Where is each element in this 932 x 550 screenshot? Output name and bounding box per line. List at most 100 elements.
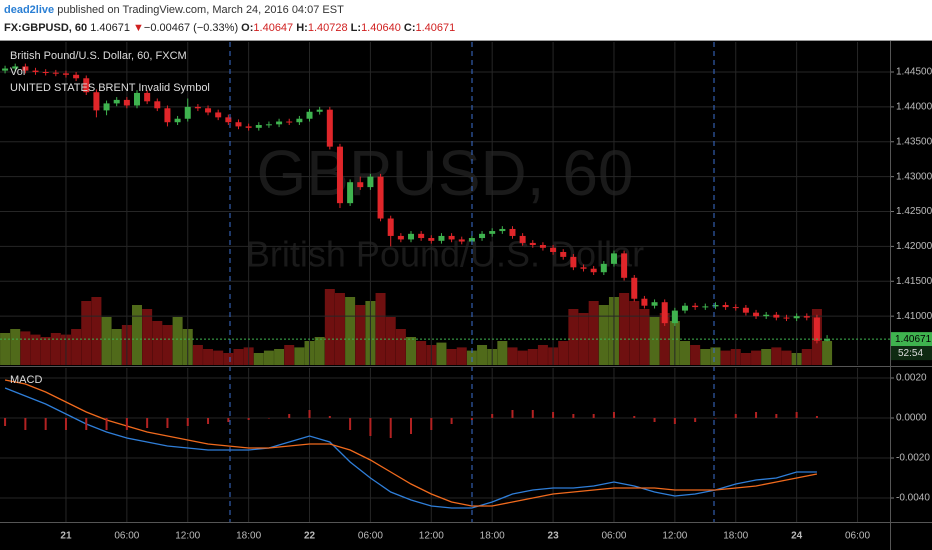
volume-bar [781, 350, 792, 365]
volume-bar [142, 309, 153, 365]
volume-bar [761, 349, 772, 365]
volume-bar [111, 329, 122, 365]
volume-bar [598, 305, 609, 365]
volume-bar [50, 333, 61, 365]
volume-bar [203, 349, 214, 365]
candle-body [397, 235, 404, 240]
volume-bar [568, 309, 579, 365]
macd-histogram [592, 414, 595, 418]
candle-body [682, 305, 689, 311]
candle-body [813, 317, 820, 341]
volume-bar [71, 329, 82, 365]
candle-body [276, 121, 283, 125]
candle-body [428, 238, 435, 241]
volume-bar [456, 347, 467, 365]
candle-body [52, 72, 59, 74]
volume-bar [213, 350, 224, 365]
volume-bar [20, 331, 31, 365]
x-tick-label: 18:00 [723, 531, 748, 542]
y-tick-label: 1.44000 [896, 102, 932, 113]
x-tick-label: 18:00 [480, 531, 505, 542]
macd-title: MACD [10, 374, 42, 386]
volume-bar [274, 349, 285, 365]
candle-body [742, 307, 749, 313]
volume-bar [395, 329, 406, 365]
candle-body [499, 228, 506, 232]
x-tick-label: 06:00 [114, 531, 139, 542]
candle-body [215, 112, 222, 118]
x-tick-label: 21 [60, 531, 72, 542]
candle-body [712, 305, 719, 307]
macd-histogram [511, 410, 514, 418]
candle-body [93, 92, 100, 111]
macd-histogram [775, 414, 778, 418]
author[interactable]: dead2live [4, 4, 54, 16]
plot: 21 06:00 12:00 18:00 22 06:00 12:00 18:00 23 06:0… [0, 42, 932, 542]
volume-bar [314, 337, 325, 365]
macd-histogram [410, 418, 413, 434]
volume-bar [152, 321, 163, 365]
candle-body [702, 306, 709, 308]
macd-histogram [734, 414, 737, 418]
volume-bar [527, 349, 538, 365]
candle-body [509, 228, 516, 236]
volume-bars [0, 289, 833, 365]
ohlc-value: 1.40640 [361, 22, 401, 34]
macd-histogram [166, 418, 169, 428]
volume-bar [619, 293, 630, 365]
candle-body [164, 108, 171, 123]
candle-body [296, 118, 303, 123]
y-tick-label: -0.0040 [896, 493, 930, 504]
macd-line [4, 387, 817, 509]
volume-bar [10, 329, 21, 365]
volume-bar [406, 337, 417, 365]
candle-body [550, 247, 557, 252]
countdown-box [891, 346, 932, 361]
last-price-label: 1.40671 [895, 334, 932, 345]
candle-body [438, 235, 445, 241]
candle-body [600, 263, 607, 273]
watermark: British Pound/U.S. Dollar [246, 234, 644, 275]
candle-body [408, 233, 415, 240]
macd-histogram [247, 418, 250, 420]
candle-body [631, 277, 638, 299]
candle-body [347, 182, 354, 204]
volume-bar [436, 342, 447, 365]
countdown: 52:54 [898, 348, 923, 359]
x-tick-label: 12:00 [662, 531, 687, 542]
candle-body [783, 317, 790, 319]
x-tick-label: 23 [548, 531, 560, 542]
macd-histogram [24, 418, 27, 430]
y-tick-label: 1.43000 [896, 171, 932, 182]
candle-body [174, 118, 181, 123]
macd-histogram [450, 418, 453, 424]
macd-histogram [531, 410, 534, 418]
candle-body [803, 316, 810, 318]
candle-body [641, 298, 648, 306]
legend-title: British Pound/U.S. Dollar, 60, FXCM [10, 50, 187, 62]
candle-body [154, 101, 161, 109]
header-line: dead2live published on TradingView.com, … [4, 4, 344, 16]
macd-histogram [227, 418, 230, 422]
x-tick-label: 06:00 [845, 531, 870, 542]
ohlc-key: C: [404, 22, 416, 34]
volume-bar [91, 297, 102, 365]
volume-bar [324, 289, 335, 365]
macd-histogram [389, 418, 392, 438]
y-tick-label: 1.43500 [896, 136, 932, 147]
y-tick-label: 1.41500 [896, 276, 932, 287]
x-tick-label: 22 [304, 531, 316, 542]
symbol: FX:GBPUSD, 60 [4, 22, 87, 34]
candle-body [367, 176, 374, 188]
volume-bar [822, 341, 833, 365]
candle-body [458, 239, 465, 242]
volume-bar [253, 353, 264, 365]
volume-bar [578, 313, 589, 365]
x-tick-label: 12:00 [175, 531, 200, 542]
ohlc-key: O: [241, 22, 253, 34]
candle-body [32, 70, 39, 72]
volume-bar [30, 334, 41, 365]
volume-bar [740, 353, 751, 365]
candle-body [539, 245, 546, 248]
macd-histogram [267, 418, 270, 419]
